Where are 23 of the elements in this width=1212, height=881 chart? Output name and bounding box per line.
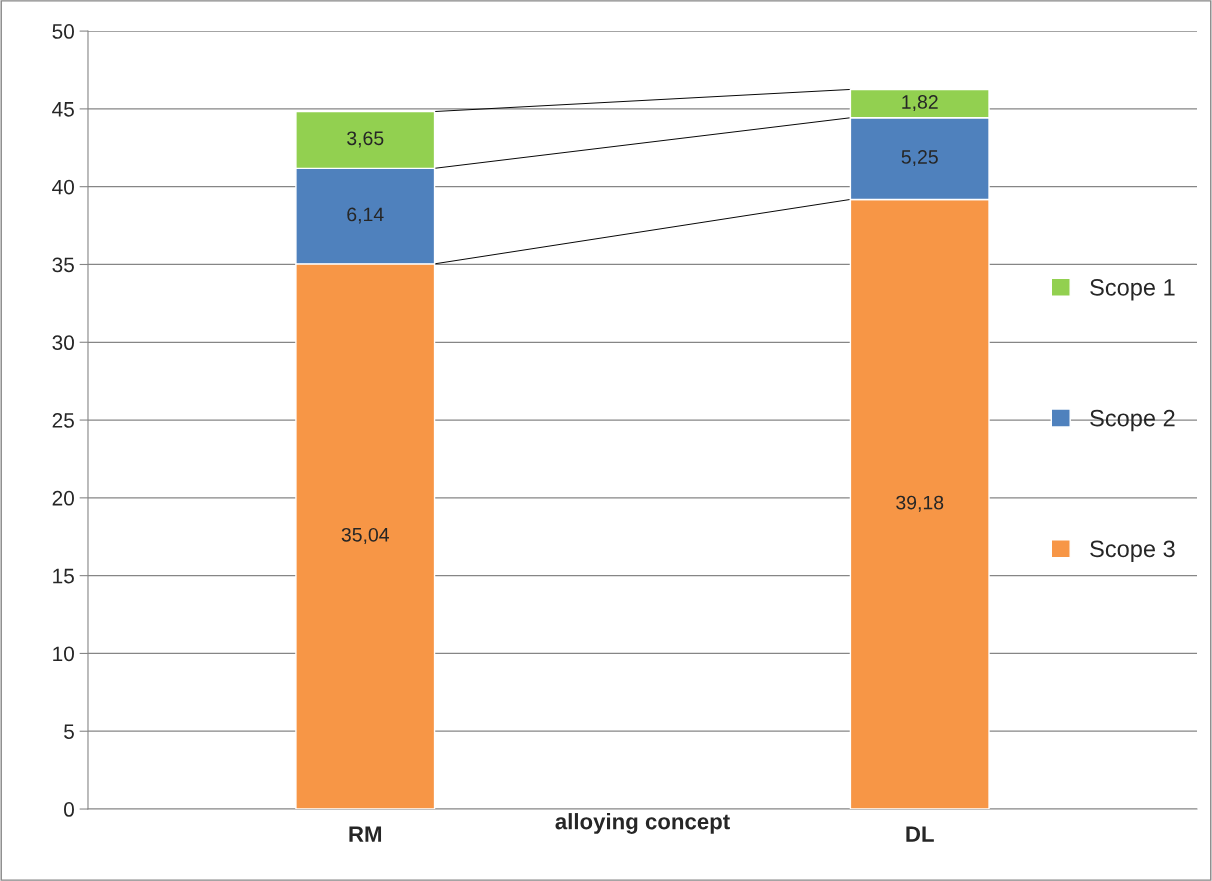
legend-label: Scope 1 — [1090, 279, 1175, 301]
data-label: 3,65 — [347, 131, 384, 148]
y-tick-label: 5 — [64, 724, 74, 739]
y-tick-label: 15 — [53, 568, 74, 584]
y-tick-label: 40 — [52, 179, 74, 195]
legend-label: Scope 3 — [1090, 540, 1175, 562]
data-label: 35,04 — [341, 527, 389, 544]
data-label: 5,25 — [901, 150, 938, 167]
data-label: 6,14 — [347, 207, 384, 224]
y-tick-label: 20 — [52, 490, 74, 506]
y-tick-label: 10 — [53, 646, 74, 662]
x-tick-label: DL — [906, 826, 934, 842]
y-tick-label: 0 — [64, 802, 74, 817]
data-label: 1,82 — [902, 95, 938, 112]
y-tick-label: 25 — [52, 413, 74, 428]
x-axis-title: alloying concept — [555, 813, 730, 834]
y-tick-label: 50 — [52, 24, 74, 39]
y-tick-label: 30 — [52, 335, 74, 351]
y-tick-label: 45 — [52, 102, 74, 117]
legend-label: Scope 2 — [1090, 409, 1175, 432]
x-tick-label: RM — [349, 826, 382, 842]
y-tick-label: 35 — [52, 257, 74, 273]
data-label: 39,18 — [896, 495, 944, 512]
